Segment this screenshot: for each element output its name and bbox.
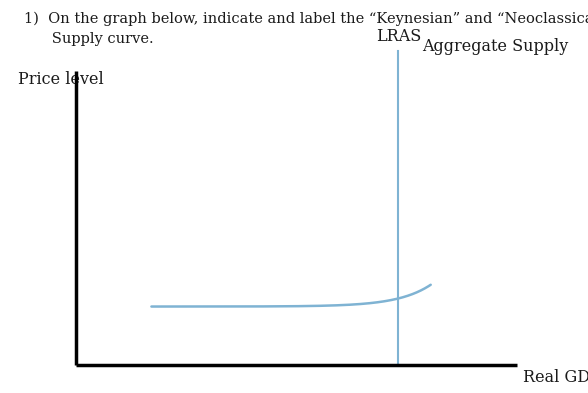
Text: 1)  On the graph below, indicate and label the “Keynesian” and “Neoclassical” zo: 1) On the graph below, indicate and labe… <box>24 12 588 46</box>
Text: Real GDP: Real GDP <box>523 369 588 386</box>
Text: Price level: Price level <box>18 71 103 88</box>
Text: Aggregate Supply: Aggregate Supply <box>422 38 568 55</box>
Text: LRAS: LRAS <box>376 28 421 45</box>
